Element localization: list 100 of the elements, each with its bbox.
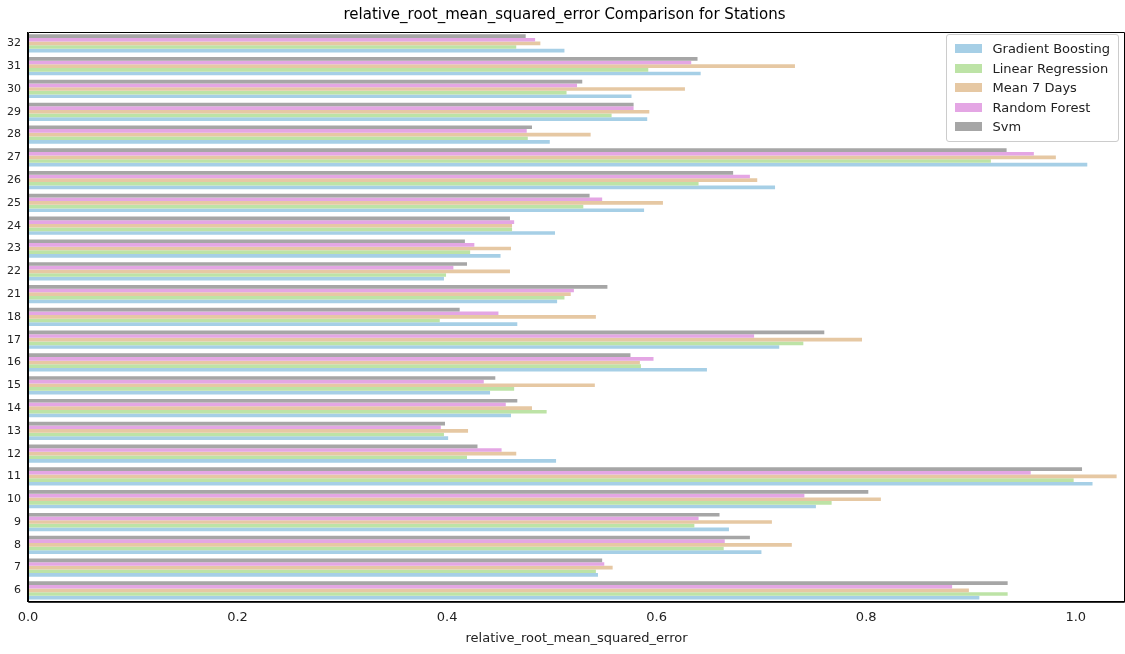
bar	[28, 34, 526, 38]
bar	[28, 223, 513, 228]
bar	[28, 364, 641, 368]
bar	[28, 295, 565, 300]
legend-label: Gradient Boosting	[992, 41, 1110, 57]
bar	[28, 94, 632, 99]
bar	[28, 262, 468, 266]
bar	[28, 467, 1083, 471]
bar	[28, 125, 532, 130]
x-tick-label: 0.8	[855, 608, 877, 624]
x-tick-label: 1.0	[1065, 608, 1087, 624]
bar	[28, 68, 649, 72]
bar	[28, 383, 595, 388]
bar	[28, 490, 869, 494]
bar	[28, 334, 755, 338]
y-tick-label: 16	[7, 355, 21, 369]
y-tick-label: 32	[7, 36, 21, 50]
y-tick-label: 28	[7, 127, 21, 141]
bar	[28, 478, 1074, 482]
legend-label: Svm	[992, 119, 1022, 135]
bar	[28, 311, 499, 316]
bar	[28, 37, 536, 42]
y-tick-label: 27	[7, 150, 21, 164]
bar	[28, 197, 603, 202]
y-tick-label: 31	[7, 59, 21, 73]
y-tick-label: 18	[7, 309, 21, 323]
bar	[28, 159, 991, 163]
bar	[28, 315, 596, 319]
bar	[28, 129, 527, 133]
bar	[28, 171, 734, 175]
y-tick-label: 11	[7, 469, 21, 483]
x-axis-title: relative_root_mean_squared_error	[465, 629, 689, 645]
bar	[28, 151, 1034, 156]
bar	[28, 243, 475, 247]
bar	[28, 436, 449, 440]
bar	[28, 398, 518, 403]
bar	[28, 87, 685, 91]
x-tick-label: 0.0	[17, 608, 39, 624]
y-tick-label: 7	[14, 560, 21, 574]
bar	[28, 239, 465, 244]
bar	[28, 337, 863, 342]
bar	[28, 481, 1093, 486]
bar	[28, 269, 510, 274]
chart-title: relative_root_mean_squared_error Comparison for Stations	[343, 4, 786, 24]
bar	[28, 48, 565, 53]
bar	[28, 353, 631, 358]
x-tick-label: 0.2	[227, 608, 248, 624]
bar	[28, 357, 654, 361]
bar	[28, 527, 729, 532]
bar	[28, 470, 1031, 475]
y-tick-label: 21	[7, 286, 21, 300]
bar	[28, 595, 980, 600]
x-tick-label: 0.4	[436, 608, 458, 624]
y-tick-label: 9	[14, 514, 21, 528]
y-tick-label: 10	[7, 492, 21, 506]
bar	[28, 573, 598, 577]
x-tick-label: 0.6	[646, 608, 667, 624]
y-tick-label: 15	[7, 378, 21, 392]
y-tick-label: 24	[7, 218, 21, 232]
legend-label: Random Forest	[992, 99, 1091, 115]
bar	[28, 322, 518, 327]
bar	[28, 425, 441, 430]
bar	[28, 250, 471, 254]
bar	[28, 584, 953, 589]
bar	[28, 57, 698, 61]
bar	[28, 569, 596, 574]
bar	[28, 45, 517, 49]
bar	[28, 448, 502, 452]
y-tick-label: 25	[7, 195, 21, 209]
bar	[28, 550, 762, 554]
y-tick-label: 6	[14, 583, 21, 597]
y-tick-label: 14	[7, 400, 21, 414]
bar	[28, 178, 758, 182]
bar	[28, 181, 699, 186]
bar	[28, 543, 792, 547]
bar	[28, 520, 772, 524]
bar	[28, 429, 469, 433]
y-tick-label: 30	[7, 81, 21, 95]
bar	[28, 539, 725, 543]
bar	[28, 136, 528, 141]
bar	[28, 231, 556, 235]
bar	[28, 376, 496, 380]
bar	[28, 140, 550, 144]
y-tick-label: 22	[7, 264, 21, 278]
bar	[28, 512, 720, 517]
bar	[28, 501, 832, 505]
y-tick-label: 12	[7, 446, 21, 460]
bar	[28, 220, 515, 224]
bar	[28, 148, 1007, 152]
y-tick-label: 23	[7, 241, 21, 255]
bar	[28, 409, 547, 414]
bar	[28, 106, 634, 110]
bar	[28, 406, 532, 410]
bar	[28, 459, 557, 463]
bar	[28, 64, 795, 69]
bar	[28, 455, 468, 460]
legend-label: Mean 7 Days	[992, 80, 1077, 96]
y-tick-label: 13	[7, 423, 21, 437]
bar	[28, 558, 603, 563]
bar	[28, 387, 515, 391]
